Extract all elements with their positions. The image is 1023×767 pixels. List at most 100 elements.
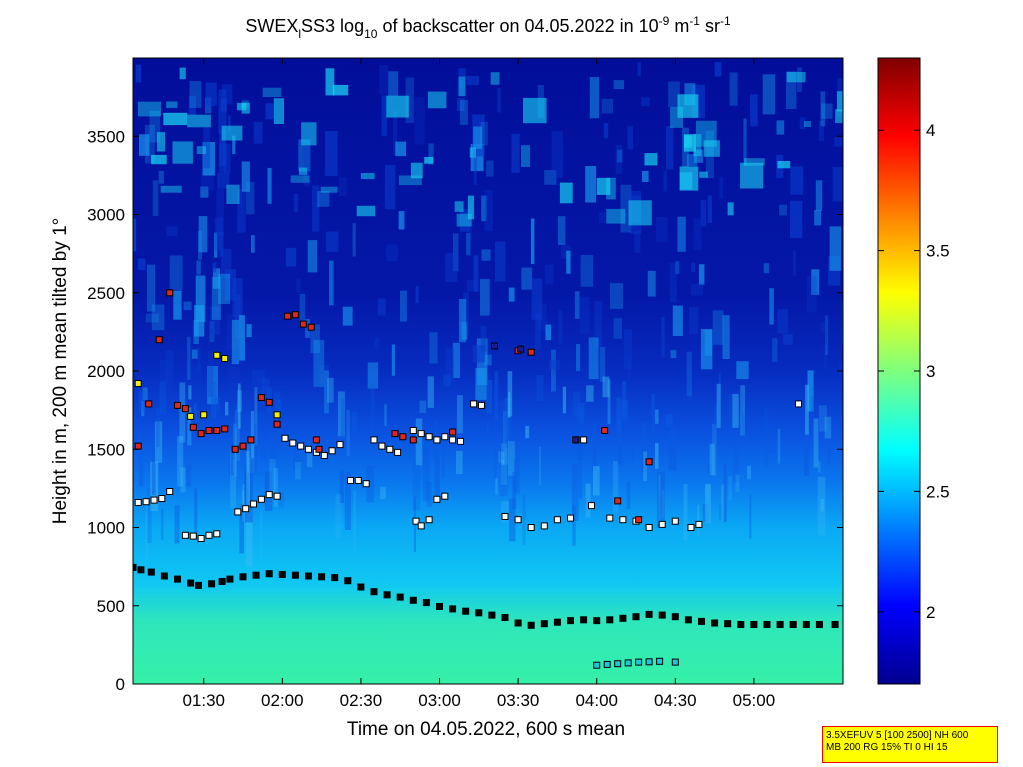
layer-marker [328, 447, 336, 455]
texture-streak [786, 71, 797, 109]
texture-streak [719, 176, 723, 199]
texture-streak [700, 329, 713, 370]
texture-patch [456, 213, 472, 227]
texture-streak [771, 439, 776, 453]
layer-marker [265, 491, 273, 499]
layer-marker [320, 452, 328, 459]
texture-streak [386, 244, 398, 262]
texture-streak [613, 80, 625, 90]
texture-streak [498, 451, 505, 463]
texture-streak [486, 160, 494, 177]
texture-streak [834, 137, 843, 147]
texture-streak [434, 457, 440, 502]
layer-marker [606, 616, 614, 624]
texture-streak [599, 212, 606, 223]
texture-streak [516, 431, 521, 462]
layer-marker [305, 572, 312, 580]
texture-streak [466, 279, 478, 292]
texture-streak [303, 144, 311, 187]
layer-marker [305, 445, 312, 453]
texture-streak [195, 275, 206, 322]
layer-marker [166, 289, 174, 297]
layer-marker [386, 445, 394, 453]
texture-streak [700, 200, 707, 227]
texture-streak [790, 200, 803, 239]
layer-marker [278, 571, 286, 578]
texture-streak [221, 84, 233, 105]
texture-streak [669, 263, 677, 303]
texture-streak [721, 484, 725, 521]
texture-patch [695, 120, 717, 147]
texture-streak [149, 110, 161, 143]
texture-patch [325, 68, 335, 96]
texture-streak [807, 276, 817, 313]
texture-streak [825, 315, 829, 356]
texture-streak [218, 232, 224, 257]
layer-marker [695, 520, 703, 528]
texture-streak [521, 267, 533, 290]
layer-marker [257, 394, 265, 402]
texture-streak [159, 359, 168, 383]
texture-streak [655, 409, 659, 424]
texture-streak [499, 437, 508, 497]
layer-marker [514, 516, 522, 524]
texture-streak [783, 334, 793, 345]
layer-marker [257, 495, 265, 503]
texture-streak [191, 349, 198, 359]
texture-streak [133, 218, 137, 252]
texture-streak [267, 167, 272, 204]
texture-streak [513, 458, 520, 494]
texture-streak [400, 290, 407, 322]
texture-patch [163, 112, 188, 126]
texture-streak [535, 313, 542, 350]
texture-streak [668, 430, 677, 471]
texture-streak [658, 474, 661, 525]
texture-streak [306, 453, 313, 468]
layer-marker [344, 577, 352, 585]
texture-streak [379, 65, 389, 95]
texture-streak [545, 324, 552, 341]
texture-streak [159, 381, 167, 415]
layer-marker [187, 412, 195, 420]
layer-marker [478, 401, 485, 409]
texture-streak [200, 186, 209, 198]
texture-patch [467, 195, 475, 220]
texture-streak [384, 404, 387, 427]
y-tick-label: 2000 [87, 362, 125, 381]
texture-streak [643, 451, 647, 481]
layer-marker [417, 430, 425, 438]
texture-streak [165, 350, 174, 391]
layer-marker [724, 620, 732, 628]
layer-markers [133, 289, 839, 669]
texture-streak [714, 62, 722, 77]
texture-streak [551, 349, 556, 392]
chart-title: SWEXlSS3 log10 of backscatter on 04.05.2… [245, 14, 731, 41]
texture-streak [792, 250, 796, 276]
texture-streak [156, 408, 160, 447]
texture-streak [241, 491, 246, 505]
texture-streak [813, 418, 819, 468]
texture-streak [818, 121, 825, 142]
texture-streak [342, 306, 353, 326]
y-tick-label: 3500 [87, 127, 125, 146]
texture-streak [642, 170, 649, 182]
layer-marker [197, 430, 205, 438]
y-tick-label: 0 [116, 675, 125, 694]
texture-streak [684, 83, 696, 106]
texture-streak [641, 97, 650, 107]
layer-marker [396, 593, 404, 601]
texture-streak [443, 374, 451, 387]
layer-marker [213, 530, 221, 538]
texture-streak [693, 218, 702, 250]
texture-patch [236, 102, 247, 111]
x-axis-label: Time on 04.05.2022, 600 s mean [347, 719, 625, 740]
texture-streak [495, 241, 506, 282]
texture-patch [786, 72, 806, 83]
texture-streak [329, 260, 334, 306]
texture-streak [388, 71, 399, 97]
texture-streak [219, 128, 226, 167]
texture-streak [689, 388, 692, 401]
texture-streak [501, 452, 505, 465]
texture-streak [299, 293, 306, 327]
layer-marker [491, 342, 498, 350]
